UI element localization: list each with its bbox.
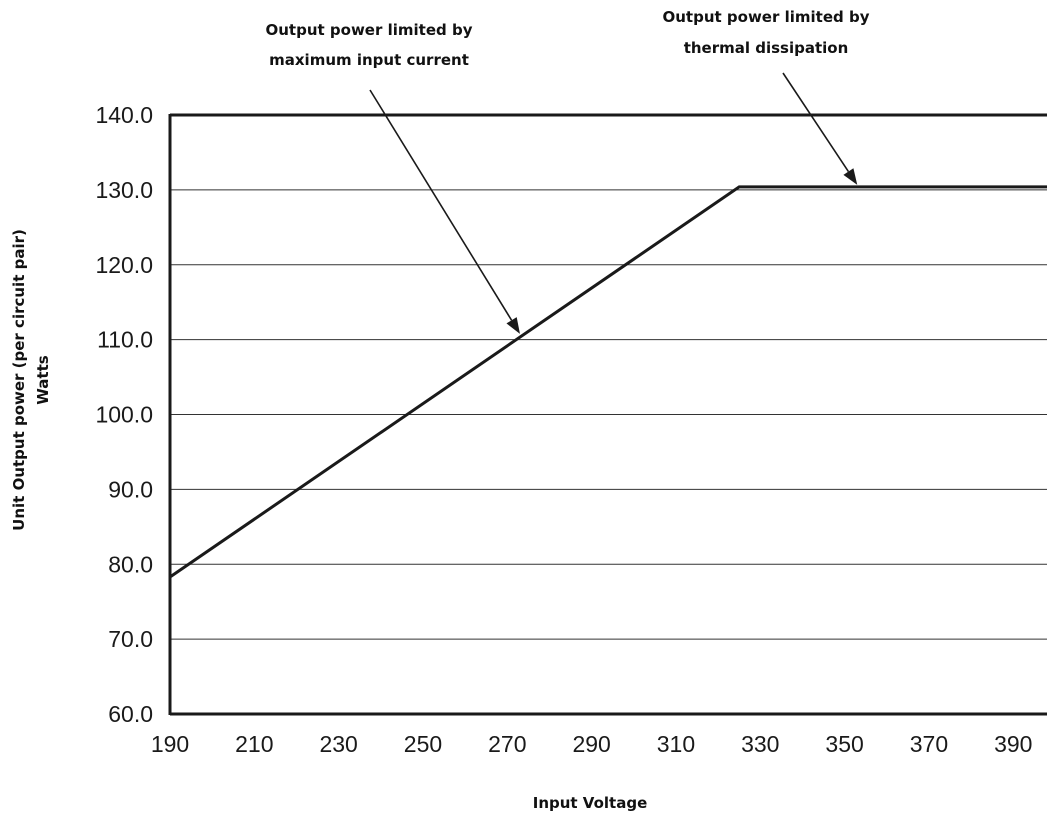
y-tick-label-80.0: 80.0 — [108, 551, 153, 577]
y-axis-title-line-1: Unit Output power (per circuit pair) — [10, 229, 28, 531]
x-axis-title: Input Voltage — [533, 794, 648, 812]
y-tick-label-70.0: 70.0 — [108, 626, 153, 652]
x-tick-label-210: 210 — [235, 731, 273, 757]
y-tick-label-60.0: 60.0 — [108, 701, 153, 727]
y-tick-label-100.0: 100.0 — [95, 402, 153, 428]
axes-layer — [168, 113, 1047, 716]
y-tick-label-120.0: 120.0 — [95, 252, 153, 278]
annotation-2-line-2: thermal dissipation — [684, 39, 849, 57]
annotation-1-line-2: maximum input current — [269, 51, 469, 69]
annotation-2-arrow-head — [843, 168, 858, 185]
y-tick-label-110.0: 110.0 — [97, 327, 153, 353]
x-tick-label-270: 270 — [488, 731, 526, 757]
x-tick-label-390: 390 — [994, 731, 1032, 757]
x-tick-label-370: 370 — [910, 731, 948, 757]
y-tick-label-140.0: 140.0 — [95, 102, 153, 128]
grid-layer — [170, 189, 1047, 640]
y-tick-labels: 60.0 70.0 80.0 90.0 100.0 110.0 120.0 130.0 140.… — [95, 102, 153, 727]
series-line-1 — [169, 185, 1047, 579]
x-tick-label-330: 330 — [741, 731, 779, 757]
x-tick-label-350: 350 — [825, 731, 863, 757]
x-tick-label-190: 190 — [151, 731, 189, 757]
annotation-2-arrow-shaft — [782, 72, 850, 172]
annotation-1-line-1: Output power limited by — [266, 21, 473, 39]
series-layer — [169, 185, 1047, 579]
annotations: Output power limited by maximum input cu… — [266, 8, 870, 69]
annotation-1-arrow-head — [506, 317, 520, 334]
y-axis-title-line-2: Watts — [34, 355, 52, 404]
y-axis-title: Unit Output power (per circuit pair) Wat… — [10, 229, 52, 531]
y-tick-label-90.0: 90.0 — [108, 476, 153, 502]
y-tick-label-130.0: 130.0 — [95, 177, 153, 203]
x-tick-label-230: 230 — [319, 731, 357, 757]
x-tick-label-250: 250 — [404, 731, 442, 757]
x-tick-label-310: 310 — [657, 731, 695, 757]
annotation-arrows — [369, 72, 858, 334]
annotation-2-line-1: Output power limited by — [663, 8, 870, 26]
annotation-1-arrow-shaft — [369, 89, 513, 321]
x-tick-labels: 190 210 230 250 270 290 310 330 350 370 390 — [151, 731, 1033, 757]
x-tick-label-290: 290 — [572, 731, 610, 757]
